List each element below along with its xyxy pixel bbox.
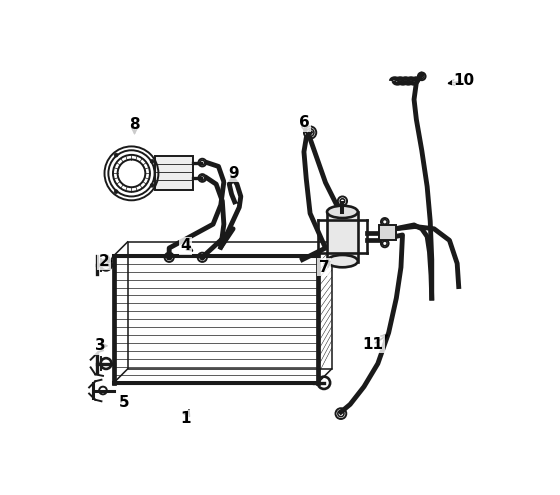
Circle shape (418, 72, 426, 80)
Text: 4: 4 (180, 238, 190, 253)
Circle shape (304, 126, 316, 139)
Text: 6: 6 (298, 115, 309, 130)
Bar (379, 225, 395, 241)
Text: 11: 11 (363, 337, 384, 352)
Text: 5: 5 (119, 395, 129, 409)
Text: 2: 2 (99, 253, 109, 269)
Text: 9: 9 (228, 166, 239, 181)
Text: 7: 7 (319, 260, 329, 275)
Ellipse shape (327, 206, 358, 218)
Circle shape (114, 153, 118, 157)
Circle shape (381, 240, 389, 248)
Bar (327, 212, 358, 262)
Circle shape (150, 183, 154, 187)
Circle shape (114, 190, 118, 194)
Circle shape (198, 174, 206, 182)
Text: 3: 3 (95, 339, 106, 353)
Circle shape (381, 218, 389, 226)
Bar (155, 156, 193, 190)
Text: 10: 10 (454, 73, 475, 89)
Circle shape (150, 159, 154, 163)
Ellipse shape (327, 255, 358, 267)
Circle shape (198, 252, 207, 262)
Text: 8: 8 (129, 117, 140, 132)
Circle shape (198, 159, 206, 166)
Text: 1: 1 (180, 411, 190, 427)
Circle shape (335, 408, 346, 419)
Circle shape (338, 197, 347, 206)
Circle shape (165, 252, 174, 262)
